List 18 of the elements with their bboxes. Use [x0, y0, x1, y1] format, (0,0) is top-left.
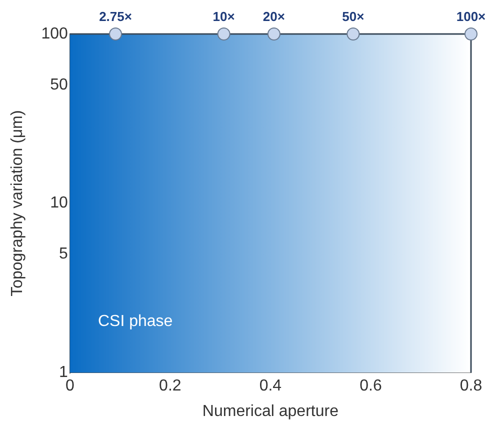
x-tick-label: 0	[65, 378, 74, 395]
y-axis-title: Topography variation (μm)	[9, 110, 26, 296]
annotation: 20×	[262, 9, 286, 24]
y-tick-label: 50	[50, 76, 68, 94]
band-label: CSI phase	[98, 313, 173, 330]
y-tick-label: 10	[50, 194, 68, 212]
annotation: 100×	[456, 9, 486, 24]
x-tick-label: 0.6	[360, 378, 382, 395]
y-tick-label: 100	[41, 25, 68, 42]
annotation: 10×	[212, 9, 236, 24]
x-tick-label: 0.2	[159, 378, 182, 395]
annotation: 50×	[342, 9, 365, 24]
x-tick-label: 0.8	[460, 378, 482, 395]
annotation: 2.75×	[99, 9, 132, 24]
y-tick-label: 5	[58, 246, 68, 263]
x-axis-title: Numerical aperture	[202, 402, 339, 420]
x-tick-label: 0.4	[259, 378, 282, 395]
y-tick-label: 1	[58, 364, 68, 382]
